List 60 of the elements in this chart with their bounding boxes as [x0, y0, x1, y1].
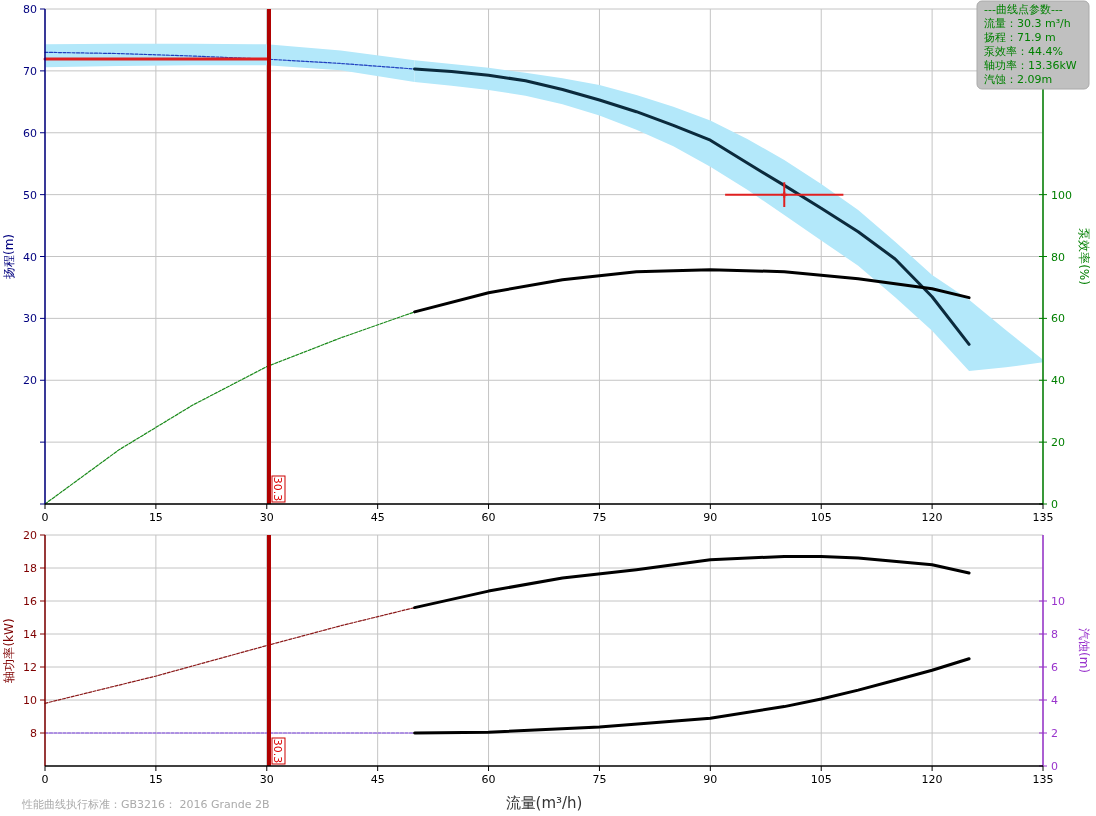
x-tick-label: 135 [1032, 511, 1054, 524]
y2-tick-label: 100 [1051, 188, 1072, 202]
x-tick-label: 0 [41, 511, 49, 524]
x-tick-label: 15 [148, 511, 163, 524]
y-tick-label: 80 [23, 3, 37, 16]
x-tick-label: 60 [481, 773, 496, 786]
y-tick-label: 8 [30, 727, 37, 740]
x-tick-label: 45 [370, 773, 385, 786]
x-tick-label: 120 [921, 511, 943, 524]
y-tick-label: 14 [23, 628, 37, 641]
annotation: 轴功率：13.36kW [984, 59, 1077, 72]
y2-tick-label: 0 [1051, 498, 1058, 511]
annotation: ---曲线点参数--- [984, 3, 1063, 16]
ref-line-label: 30.3 [271, 738, 285, 764]
y-axis-title: 扬程(m) [2, 233, 16, 280]
y-tick-label: 10 [23, 694, 37, 707]
x-tick-label: 75 [592, 773, 607, 786]
y-tick-label: 16 [23, 595, 37, 608]
y2-tick-label: 0 [1051, 760, 1058, 773]
x-tick-label: 105 [810, 511, 832, 524]
y2-axis-title: 汽蚀(m) [1077, 627, 1091, 674]
y-tick-label: 20 [23, 529, 37, 542]
x-tick-label: 90 [703, 511, 718, 524]
annotation: 扬程：71.9 m [984, 31, 1056, 44]
y-tick-label: 50 [23, 188, 37, 202]
y2-tick-label: 6 [1051, 661, 1058, 674]
y2-tick-label: 20 [1051, 436, 1065, 450]
y2-tick-label: 8 [1051, 628, 1058, 641]
annotation: 汽蚀：2.09m [984, 73, 1053, 86]
x-tick-label: 30 [259, 511, 274, 524]
annotation: 泵效率：44.4% [984, 45, 1063, 58]
y2-tick-label: 10 [1051, 595, 1065, 608]
x-tick-label: 60 [481, 511, 496, 524]
x-axis-title: 流量(m³/h) [505, 794, 583, 812]
y-tick-label: 18 [23, 562, 37, 575]
x-tick-label: 30 [259, 773, 274, 786]
y-axis-title: 轴功率(kW) [2, 618, 16, 683]
y2-tick-label: 4 [1051, 694, 1058, 707]
x-tick-label: 45 [370, 511, 385, 524]
text: 性能曲线执行标准：GB3216： 2016 Grande 2B [21, 798, 270, 811]
x-tick-label: 15 [148, 773, 163, 786]
y-tick-label: 12 [23, 661, 37, 674]
y2-tick-label: 40 [1051, 374, 1065, 388]
y2-tick-label: 60 [1051, 312, 1065, 326]
x-tick-label: 0 [41, 773, 49, 786]
y2-axis-title: 泵效率(%) [1077, 228, 1091, 285]
x-tick-label: 90 [703, 773, 718, 786]
x-tick-label: 105 [810, 773, 832, 786]
y-tick-label: 20 [23, 374, 37, 388]
y-tick-label: 60 [23, 126, 37, 140]
y-tick-label: 30 [23, 312, 37, 326]
y-tick-label: 70 [23, 64, 37, 78]
x-tick-label: 135 [1032, 773, 1054, 786]
y-tick-label: 40 [23, 250, 37, 264]
annotation: 流量：30.3 m³/h [984, 17, 1071, 30]
ref-line-label: 30.3 [271, 476, 285, 502]
x-tick-label: 75 [592, 511, 607, 524]
y2-tick-label: 80 [1051, 250, 1065, 264]
y2-tick-label: 2 [1051, 727, 1058, 740]
x-tick-label: 120 [921, 773, 943, 786]
